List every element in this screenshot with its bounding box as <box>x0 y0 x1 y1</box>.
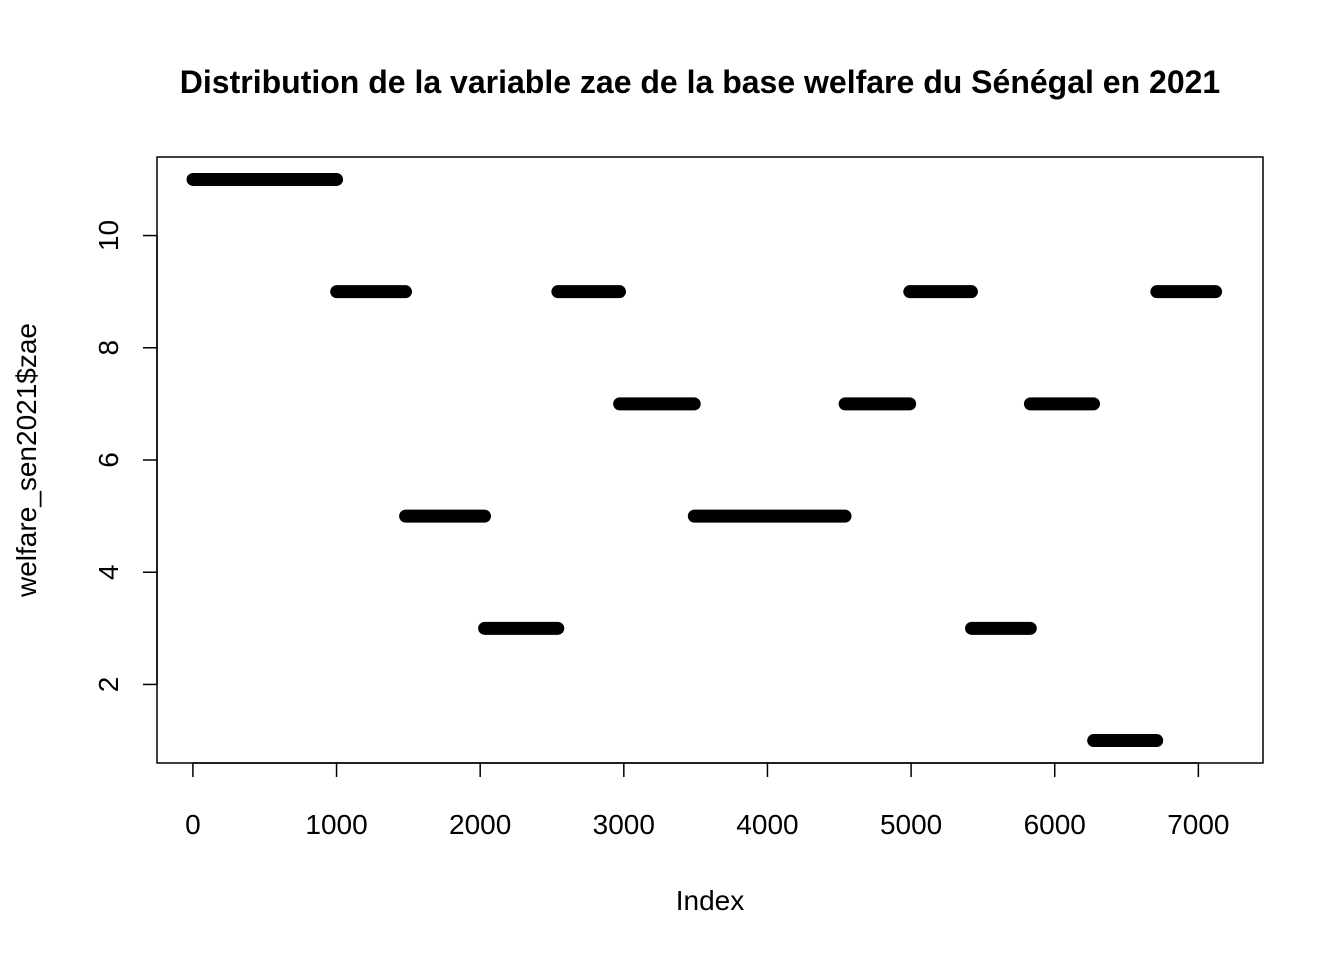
y-tick-label: 6 <box>93 452 124 468</box>
y-tick-label: 2 <box>93 677 124 693</box>
x-tick-label: 7000 <box>1167 809 1229 840</box>
x-tick-label: 6000 <box>1024 809 1086 840</box>
y-axis-label: welfare_sen2021$zae <box>11 323 42 598</box>
y-tick-label: 4 <box>93 564 124 580</box>
data-points <box>186 172 1223 748</box>
y-tick-label: 8 <box>93 340 124 356</box>
x-tick-label: 0 <box>185 809 201 840</box>
x-tick-label: 5000 <box>880 809 942 840</box>
plot-frame <box>156 156 1264 764</box>
chart-title: Distribution de la variable zae de la ba… <box>180 64 1220 100</box>
y-axis: 2 4 6 8 10 <box>93 220 158 693</box>
x-tick-label: 4000 <box>736 809 798 840</box>
y-tick-label: 10 <box>93 220 124 251</box>
x-tick-label: 3000 <box>593 809 655 840</box>
x-tick-label: 2000 <box>449 809 511 840</box>
x-axis: 0 1000 2000 3000 4000 5000 6000 7000 <box>185 762 1230 840</box>
x-tick-label: 1000 <box>305 809 367 840</box>
x-axis-label: Index <box>676 885 745 916</box>
